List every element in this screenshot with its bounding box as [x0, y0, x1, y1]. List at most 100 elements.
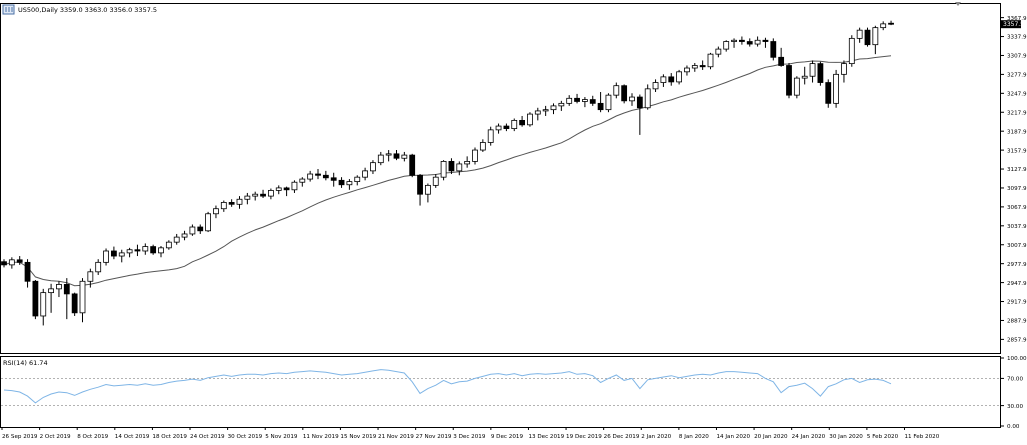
candle	[872, 25, 879, 55]
date-tick-label: 13 Dec 2019	[528, 434, 564, 440]
candle-body	[307, 173, 314, 180]
date-tick-label: 14 Jan 2020	[716, 434, 750, 440]
candle-body	[754, 39, 761, 45]
current-price-label: 3357.5	[1003, 21, 1024, 28]
candle-body	[691, 65, 698, 69]
candle-body	[739, 39, 745, 42]
candle	[495, 123, 502, 134]
symbol-header: US500,Daily 3359.0 3363.0 3356.0 3357.5	[18, 6, 157, 14]
candle	[746, 38, 753, 47]
candle	[723, 40, 730, 52]
candle	[864, 27, 871, 47]
candle-body	[660, 76, 667, 83]
candle	[644, 84, 651, 110]
candle	[32, 280, 39, 320]
candle-body	[511, 119, 518, 129]
candle-body	[267, 190, 274, 197]
candle-body	[699, 65, 706, 68]
candle-body	[527, 113, 533, 126]
date-tick-label: 11 Feb 2020	[904, 434, 939, 440]
date-tick-label: 21 Nov 2019	[378, 434, 414, 440]
candle	[440, 160, 447, 181]
candle	[629, 93, 635, 106]
candle-body	[40, 292, 47, 317]
candle	[377, 151, 384, 166]
candle-body	[715, 48, 722, 55]
candle-body	[330, 177, 337, 181]
candle-body	[809, 63, 816, 77]
candle	[652, 79, 659, 93]
candle	[252, 191, 259, 201]
date-tick-label: 18 Oct 2019	[152, 434, 187, 440]
candle-body	[841, 63, 847, 75]
candle-body	[707, 53, 714, 68]
price-tick-label: 3217.9	[1007, 110, 1027, 116]
candle-body	[629, 96, 635, 102]
date-tick-label: 26 Dec 2019	[604, 434, 640, 440]
chart-shift-marker-icon[interactable]	[955, 2, 961, 6]
candle	[793, 76, 800, 99]
candle	[621, 84, 628, 104]
candle-body	[354, 176, 361, 182]
candle-body	[315, 173, 321, 176]
candle-body	[424, 184, 431, 195]
candle-body	[48, 288, 54, 294]
price-tick-label: 2917.9	[1007, 300, 1027, 306]
candle-body	[872, 27, 879, 46]
candle	[574, 93, 580, 104]
candle	[346, 179, 353, 190]
candle-body	[472, 149, 478, 162]
candle	[220, 200, 227, 212]
rsi-tick-label: 30.00	[1007, 404, 1023, 410]
candle	[299, 177, 306, 187]
candle	[283, 186, 290, 197]
candle	[322, 170, 329, 181]
candle-body	[252, 193, 259, 197]
rsi-title: RSI(14) 61.74	[3, 359, 48, 367]
price-tick-label: 3007.9	[1007, 243, 1027, 249]
candle	[165, 240, 172, 250]
candle	[409, 153, 416, 178]
date-tick-label: 27 Nov 2019	[416, 434, 452, 440]
candle	[684, 65, 690, 76]
candle-body	[558, 102, 565, 107]
candle	[448, 158, 455, 175]
rsi-tick-label: 70.00	[1007, 377, 1023, 383]
candle	[103, 248, 109, 266]
date-tick-label: 19 Dec 2019	[566, 434, 602, 440]
candle	[456, 161, 463, 176]
candle-body	[393, 153, 400, 159]
candle	[464, 156, 471, 168]
candle-body	[723, 41, 730, 50]
candle-body	[173, 236, 180, 243]
rsi-tick-label: 100.00	[1007, 356, 1027, 362]
date-tick-label: 11 Nov 2019	[303, 434, 339, 440]
candle	[880, 21, 887, 31]
candle	[636, 94, 643, 135]
candle-body	[652, 82, 659, 90]
candle-body	[778, 56, 785, 66]
candle	[519, 115, 525, 127]
candle	[550, 103, 557, 115]
candle-body	[495, 125, 502, 131]
candle	[244, 192, 251, 205]
candle-body	[746, 41, 753, 45]
candle-body	[95, 261, 102, 273]
price-tick-label: 3037.9	[1007, 224, 1027, 230]
candle	[401, 151, 408, 162]
price-panel[interactable]	[0, 3, 1001, 354]
date-tick-label: 26 Sep 2019	[2, 434, 38, 440]
candle	[424, 183, 431, 203]
date-tick-label: 15 Nov 2019	[340, 434, 376, 440]
candle	[613, 82, 620, 99]
candle	[770, 38, 777, 61]
candle-body	[228, 202, 235, 205]
candle	[597, 92, 604, 113]
price-tick-label: 3127.9	[1007, 167, 1027, 173]
date-tick-label: 20 Jan 2020	[754, 434, 788, 440]
candle	[189, 224, 196, 236]
candle-body	[244, 195, 251, 200]
candle	[778, 47, 785, 67]
rsi-panel[interactable]	[0, 356, 1001, 428]
